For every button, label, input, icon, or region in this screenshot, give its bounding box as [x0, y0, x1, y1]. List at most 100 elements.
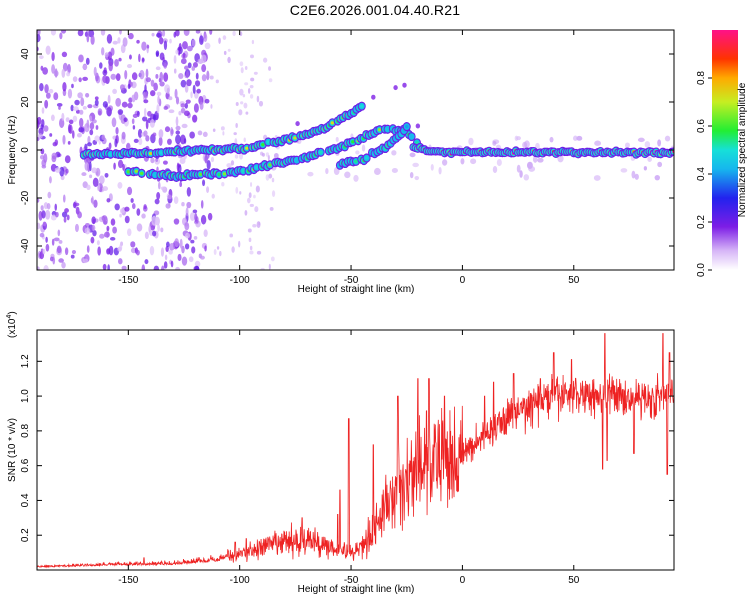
- noise-mark: [344, 171, 351, 179]
- noise-mark: [61, 211, 68, 218]
- trace-mark: [319, 150, 323, 154]
- noise-mark: [39, 83, 44, 92]
- noise-mark: [201, 64, 207, 73]
- noise-mark: [37, 222, 41, 230]
- colorbar-ticks: 0.0 0.2 0.4 0.6 0.8: [696, 71, 712, 277]
- trace-mark: [148, 151, 153, 156]
- noise-mark: [216, 246, 220, 250]
- noise-mark: [67, 140, 71, 145]
- noise-mark: [227, 56, 231, 64]
- noise-mark: [199, 101, 204, 110]
- spectrogram-marks: [37, 30, 674, 270]
- noise-mark: [492, 166, 498, 174]
- noise-mark: [430, 164, 434, 171]
- noise-mark: [183, 30, 190, 36]
- noise-mark: [178, 72, 184, 80]
- noise-mark: [143, 91, 149, 99]
- noise-mark: [54, 167, 61, 173]
- noise-mark: [64, 247, 69, 256]
- noise-mark: [160, 265, 165, 270]
- noise-mark: [194, 80, 201, 87]
- trace-mark: [371, 94, 376, 100]
- noise-mark: [335, 137, 339, 142]
- x-tick-label: -50: [344, 575, 359, 586]
- noise-mark: [89, 161, 92, 172]
- colorbar-tick-label: 0.8: [696, 71, 707, 85]
- noise-mark: [86, 245, 90, 253]
- noise-mark: [89, 115, 93, 122]
- noise-mark: [249, 203, 254, 207]
- noise-mark: [203, 229, 208, 237]
- noise-mark: [637, 137, 645, 143]
- noise-mark: [180, 107, 186, 114]
- noise-mark: [226, 163, 232, 168]
- noise-mark: [201, 74, 207, 82]
- noise-mark: [168, 109, 175, 114]
- noise-mark: [240, 67, 244, 74]
- noise-mark: [207, 212, 213, 221]
- noise-mark: [240, 101, 244, 105]
- noise-mark: [101, 215, 108, 222]
- noise-mark: [127, 83, 131, 90]
- noise-mark: [126, 228, 132, 237]
- noise-mark: [119, 84, 125, 91]
- noise-mark: [137, 128, 143, 138]
- noise-mark: [254, 206, 259, 213]
- noise-mark: [62, 134, 66, 145]
- noise-mark: [70, 254, 75, 259]
- trace-mark: [198, 172, 203, 176]
- noise-mark: [87, 104, 93, 109]
- trace-mark: [415, 123, 421, 129]
- noise-mark: [141, 213, 146, 219]
- y-tick-label: 0.4: [20, 493, 31, 507]
- noise-mark: [190, 91, 193, 99]
- noise-mark: [252, 224, 257, 228]
- noise-mark: [42, 221, 47, 227]
- noise-mark: [251, 39, 255, 45]
- noise-mark: [167, 194, 173, 200]
- noise-mark: [253, 194, 256, 199]
- noise-mark: [92, 177, 99, 188]
- noise-mark: [132, 203, 136, 210]
- noise-mark: [209, 75, 214, 80]
- noise-mark: [268, 263, 271, 270]
- noise-mark: [90, 236, 95, 244]
- noise-mark: [307, 171, 314, 177]
- noise-mark: [78, 127, 85, 133]
- noise-mark: [65, 168, 69, 174]
- noise-mark: [168, 96, 173, 101]
- noise-mark: [164, 126, 171, 133]
- noise-mark: [96, 240, 100, 246]
- noise-mark: [45, 236, 48, 243]
- noise-mark: [657, 161, 663, 168]
- trace-mark: [245, 146, 249, 150]
- noise-mark: [249, 245, 253, 251]
- noise-mark: [159, 71, 164, 82]
- noise-mark: [165, 245, 169, 253]
- noise-mark: [126, 144, 130, 148]
- noise-mark: [104, 52, 109, 58]
- noise-mark: [199, 255, 205, 260]
- trace-mark: [293, 136, 297, 140]
- noise-mark: [163, 40, 168, 51]
- trace-mark: [377, 128, 382, 132]
- noise-mark: [265, 152, 270, 157]
- noise-mark: [62, 194, 66, 203]
- noise-mark: [199, 35, 204, 46]
- noise-mark: [242, 94, 246, 98]
- noise-mark: [184, 83, 189, 93]
- noise-mark: [160, 247, 165, 257]
- noise-mark: [643, 166, 647, 171]
- noise-mark: [42, 67, 48, 75]
- noise-mark: [218, 37, 221, 44]
- noise-mark: [119, 243, 123, 251]
- trace-mark: [268, 163, 272, 167]
- noise-mark: [143, 107, 147, 118]
- noise-mark: [49, 176, 52, 184]
- noise-mark: [185, 232, 191, 239]
- noise-mark: [239, 152, 243, 160]
- noise-mark: [72, 130, 75, 139]
- noise-mark: [147, 110, 152, 117]
- noise-mark: [200, 54, 207, 64]
- noise-mark: [119, 30, 122, 35]
